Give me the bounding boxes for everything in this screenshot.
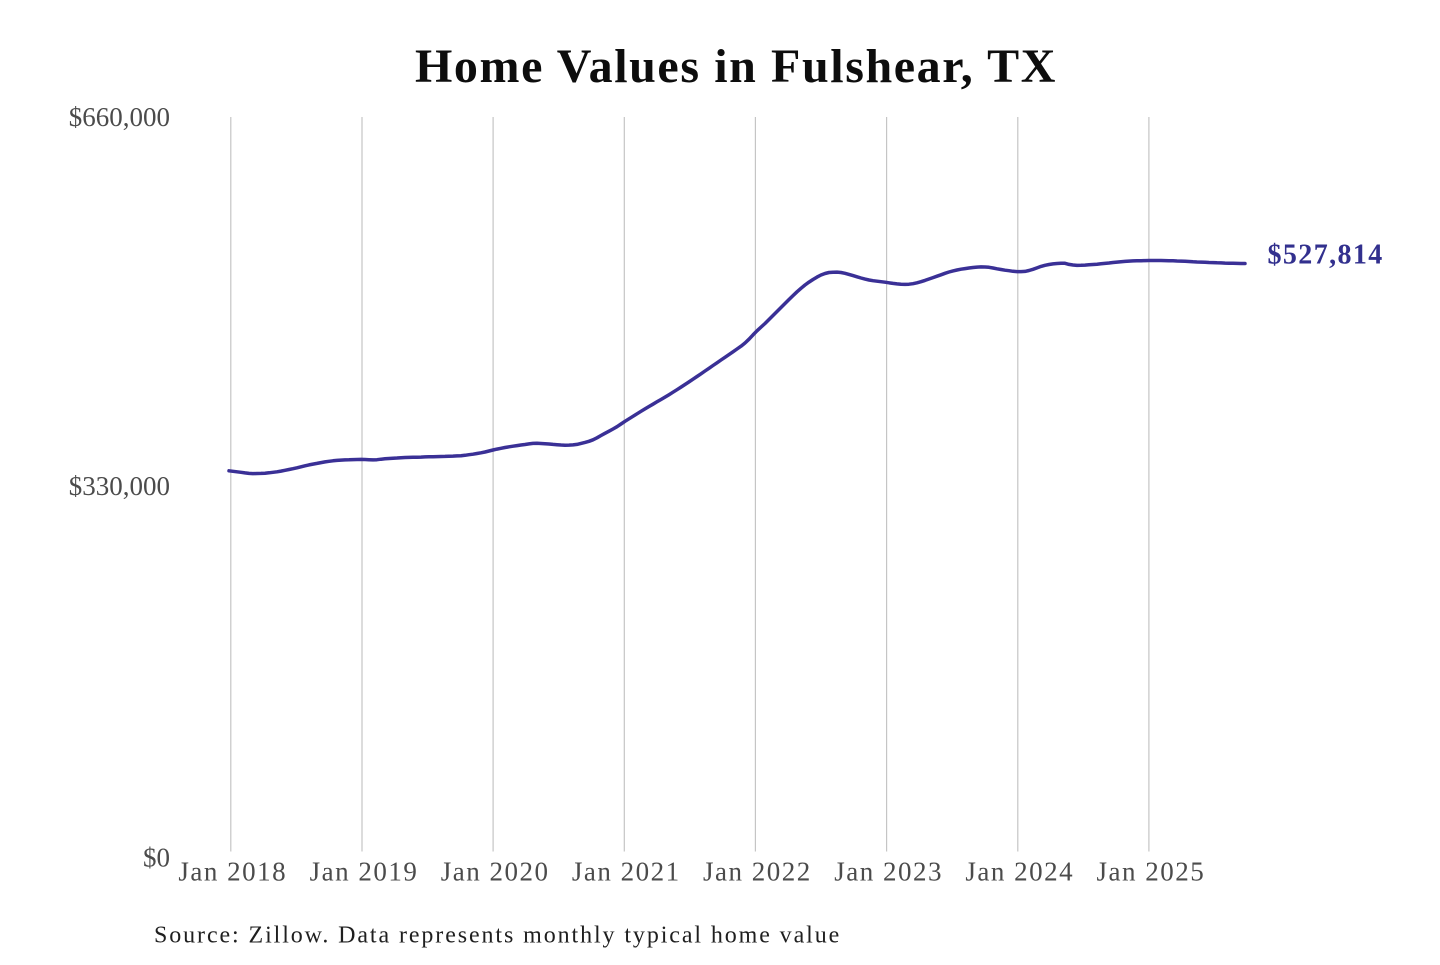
svg-text:Jan 2020: Jan 2020	[441, 857, 550, 887]
svg-text:Home Values in Fulshear, TX: Home Values in Fulshear, TX	[415, 40, 1057, 93]
svg-text:$660,000: $660,000	[69, 102, 170, 132]
svg-text:Jan 2025: Jan 2025	[1097, 857, 1206, 887]
svg-text:Jan 2021: Jan 2021	[572, 857, 681, 887]
svg-text:$527,814: $527,814	[1268, 240, 1384, 271]
svg-text:Jan 2022: Jan 2022	[703, 857, 812, 887]
svg-text:$0: $0	[143, 843, 170, 873]
svg-text:$330,000: $330,000	[69, 471, 170, 501]
svg-text:Source: Zillow. Data represent: Source: Zillow. Data represents monthly …	[154, 923, 841, 949]
svg-text:Jan 2024: Jan 2024	[965, 857, 1074, 887]
svg-text:Jan 2019: Jan 2019	[310, 857, 419, 887]
svg-text:Jan 2018: Jan 2018	[178, 857, 287, 887]
svg-text:Jan 2023: Jan 2023	[834, 857, 943, 887]
